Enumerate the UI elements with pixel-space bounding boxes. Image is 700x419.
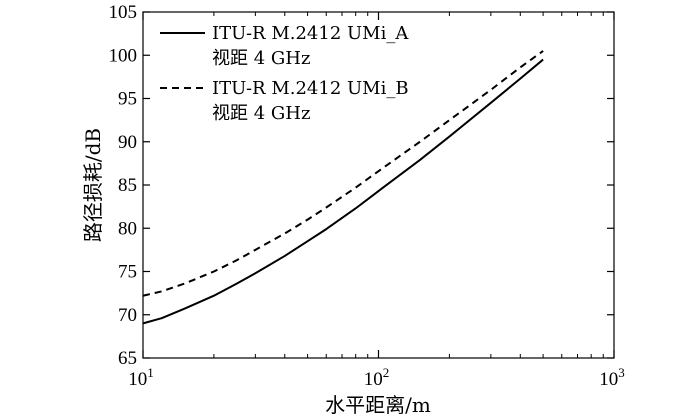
y-tick-label: 70 bbox=[118, 305, 137, 326]
y-tick-label: 100 bbox=[109, 45, 138, 66]
legend-label-a-line2: 视距 4 GHz bbox=[212, 48, 310, 69]
y-tick-label: 105 bbox=[109, 2, 138, 23]
legend-label-b-line2: 视距 4 GHz bbox=[212, 103, 310, 124]
x-axis-title: 水平距离/m bbox=[325, 393, 431, 417]
y-tick-label: 85 bbox=[118, 175, 137, 196]
y-tick-label: 75 bbox=[118, 262, 137, 283]
plot-frame bbox=[142, 11, 615, 359]
y-tick-label: 80 bbox=[118, 218, 137, 239]
series-line-umi-b bbox=[142, 50, 544, 297]
x-tick-label: 103 bbox=[599, 365, 625, 390]
y-tick-label: 65 bbox=[118, 348, 137, 369]
ticks-layer: 65 70 75 80 85 90 95 100 105 101 102 103 bbox=[109, 2, 625, 390]
legend: ITU-R M.2412 UMi_A 视距 4 GHz ITU-R M.2412… bbox=[160, 23, 409, 124]
y-axis-title: 路径损耗/dB bbox=[81, 128, 105, 242]
y-tick-label: 95 bbox=[118, 89, 137, 110]
y-tick-label: 90 bbox=[118, 132, 137, 153]
legend-label-a-line1: ITU-R M.2412 UMi_A bbox=[212, 23, 409, 44]
series-line-umi-a bbox=[142, 58, 544, 325]
series-layer bbox=[142, 50, 544, 325]
legend-label-b-line1: ITU-R M.2412 UMi_B bbox=[212, 78, 409, 99]
x-tick-label: 101 bbox=[128, 365, 154, 390]
x-tick-label: 102 bbox=[364, 365, 390, 390]
